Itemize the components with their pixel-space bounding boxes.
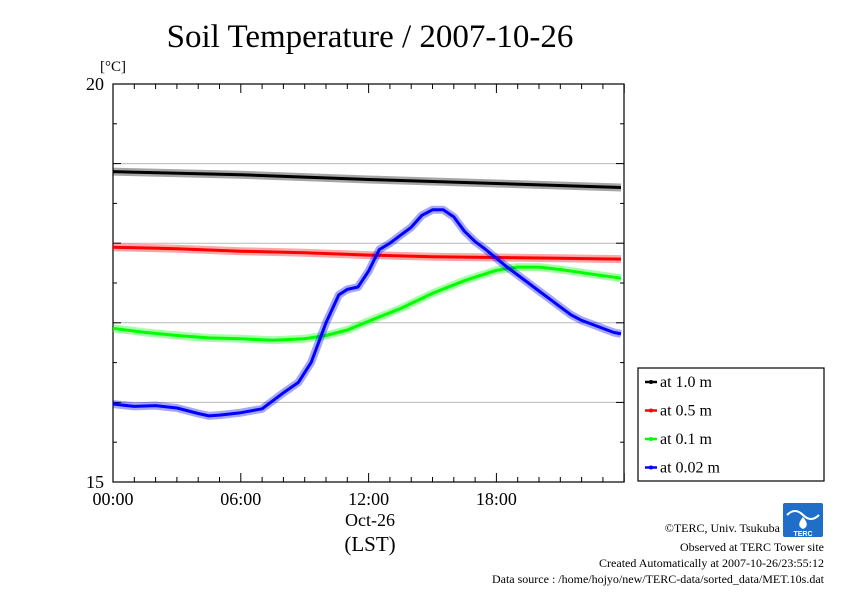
series-line-at-0-02-m [112, 208, 622, 418]
terc-logo: TERC [783, 503, 823, 538]
grid-lines [113, 163, 624, 403]
legend-marker [649, 408, 653, 413]
series-at-0-5-m [112, 243, 622, 264]
series-at-1-0-m [112, 167, 622, 192]
x-tick-label-1800: 18:00 [476, 489, 517, 509]
legend-label: at 0.02 m [660, 460, 721, 477]
y-tick-label-20: 20 [86, 74, 104, 94]
series-line-at-0-5-m [112, 245, 622, 261]
x-axis-label: (LST) [344, 532, 395, 556]
created-at-text: Created Automatically at 2007-10-26/23:5… [599, 556, 824, 570]
svg-text:TERC: TERC [793, 531, 812, 538]
x-tick-label-1200: 12:00 [348, 489, 389, 509]
x-axis-date-label: Oct-26 [345, 510, 395, 530]
legend-label: at 1.0 m [660, 374, 713, 391]
legend-item-at-0-1-m: at 0.1 m [645, 431, 713, 448]
legend-marker [649, 380, 653, 384]
x-tick-label-0600: 06:00 [220, 489, 261, 509]
legend: at 1.0 m at 0.5 m at 0.1 m at 0.02 m [637, 367, 825, 482]
series-line-at-0-1-m [112, 265, 622, 342]
legend-marker [649, 465, 653, 470]
series-at-0-02-m [112, 205, 622, 420]
legend-box [637, 367, 825, 482]
series-at-0-1-m [112, 263, 622, 345]
y-axis-unit-label: [°C] [100, 59, 126, 75]
legend-item-at-0-5-m: at 0.5 m [645, 403, 713, 420]
axis-ticks [112, 83, 625, 483]
x-tick-labels: 00:00 06:00 12:00 18:00 [92, 489, 516, 509]
x-tick-label-0000: 00:00 [92, 489, 133, 509]
series-lines [112, 167, 622, 420]
legend-item-at-1-0-m: at 1.0 m [645, 374, 713, 391]
data-source-text: Data source : /home/hojyo/new/TERC-data/… [492, 572, 825, 586]
chart-title: Soil Temperature / 2007-10-26 [167, 19, 574, 55]
y-tick-label-15: 15 [86, 472, 104, 492]
legend-label: at 0.5 m [660, 403, 713, 420]
series-halo-at-0-02-m [112, 205, 622, 420]
plot-area-frame [112, 83, 625, 483]
series-line-at-1-0-m [112, 170, 622, 189]
legend-item-at-0-02-m: at 0.02 m [645, 460, 721, 477]
observed-at-text: Observed at TERC Tower site [680, 540, 824, 554]
legend-label: at 0.1 m [660, 431, 713, 448]
copyright-text: ©TERC, Univ. Tsukuba [665, 521, 781, 535]
legend-marker [649, 437, 653, 441]
